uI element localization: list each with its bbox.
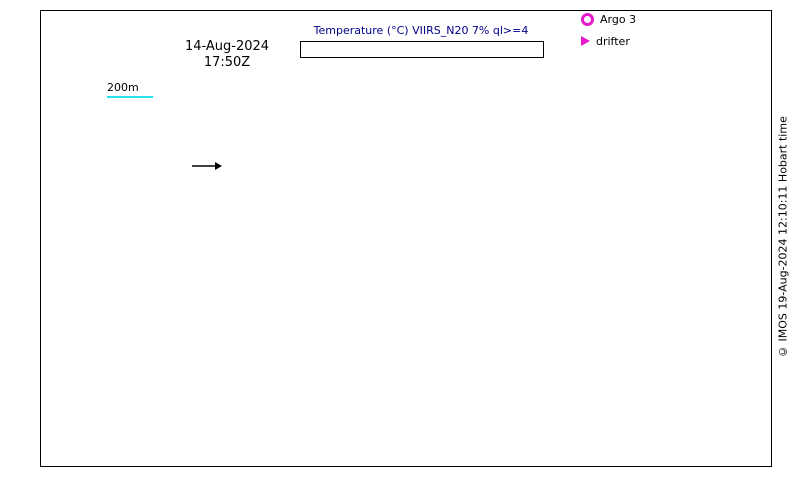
legend-row-argo: Argo 3 [581, 11, 636, 27]
isobath-label: 200m [107, 81, 139, 94]
isobath-line-sample [107, 96, 153, 98]
credit-line: © IMOS 19-Aug-2024 12:10:11 Hobart time [776, 116, 790, 359]
colorbar-gradient [300, 41, 544, 58]
colorbar-title: Temperature (°C) VIIRS_N20 7% ql>=4 [313, 24, 529, 37]
map-datetime: 14-Aug-2024 17:50Z [181, 39, 273, 71]
velocity-scale-arrow-icon [192, 162, 222, 170]
map-plot: 14-Aug-2024 17:50Z Temperature (°C) VIIR… [40, 10, 772, 467]
colorbar-tick-labels [300, 60, 542, 73]
isobath-legend: 200m [107, 81, 153, 98]
argo-label: Argo 3 [600, 12, 637, 26]
legend-row-drifter: drifter [581, 33, 636, 49]
drifter-label: drifter [596, 34, 630, 48]
map-time: 17:50Z [203, 55, 251, 70]
drifter-arrow-icon [581, 36, 590, 46]
map-legend: Argo 3 drifter [581, 11, 636, 55]
map-date: 14-Aug-2024 [184, 39, 270, 54]
argo-float-icon [581, 12, 594, 26]
map-canvas [41, 11, 771, 466]
